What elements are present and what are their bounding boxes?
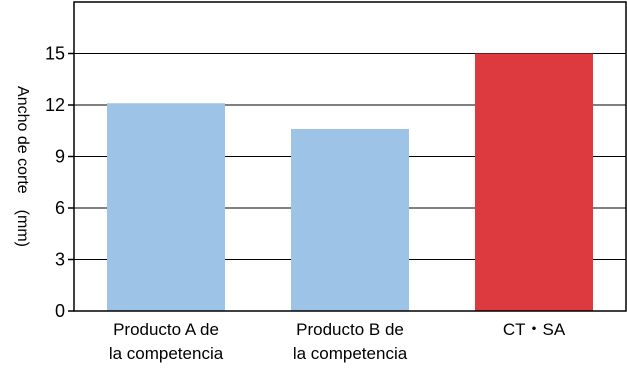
- y-axis-label: Ancho de corte (mm): [14, 86, 31, 247]
- x-category-label: Producto A de: [113, 320, 219, 339]
- bar: [107, 103, 225, 312]
- bar: [475, 53, 593, 311]
- y-tick-label: 12: [45, 95, 65, 115]
- x-category-label: la competencia: [109, 344, 224, 363]
- y-tick-label: 9: [55, 147, 65, 167]
- y-tick-label: 6: [55, 198, 65, 218]
- y-tick-label: 15: [45, 44, 65, 64]
- x-category-labels: Producto A de la competencia Producto B de…: [109, 320, 566, 363]
- bars: [107, 53, 593, 312]
- x-category-label: CT・SA: [503, 320, 566, 339]
- x-category-label: Producto B de: [296, 320, 404, 339]
- y-tick-label: 0: [55, 301, 65, 321]
- y-tick-labels: 0 3 6 9 12 15: [45, 44, 74, 321]
- bar: [291, 129, 409, 311]
- x-category-label: la competencia: [293, 344, 408, 363]
- y-tick-label: 3: [55, 250, 65, 270]
